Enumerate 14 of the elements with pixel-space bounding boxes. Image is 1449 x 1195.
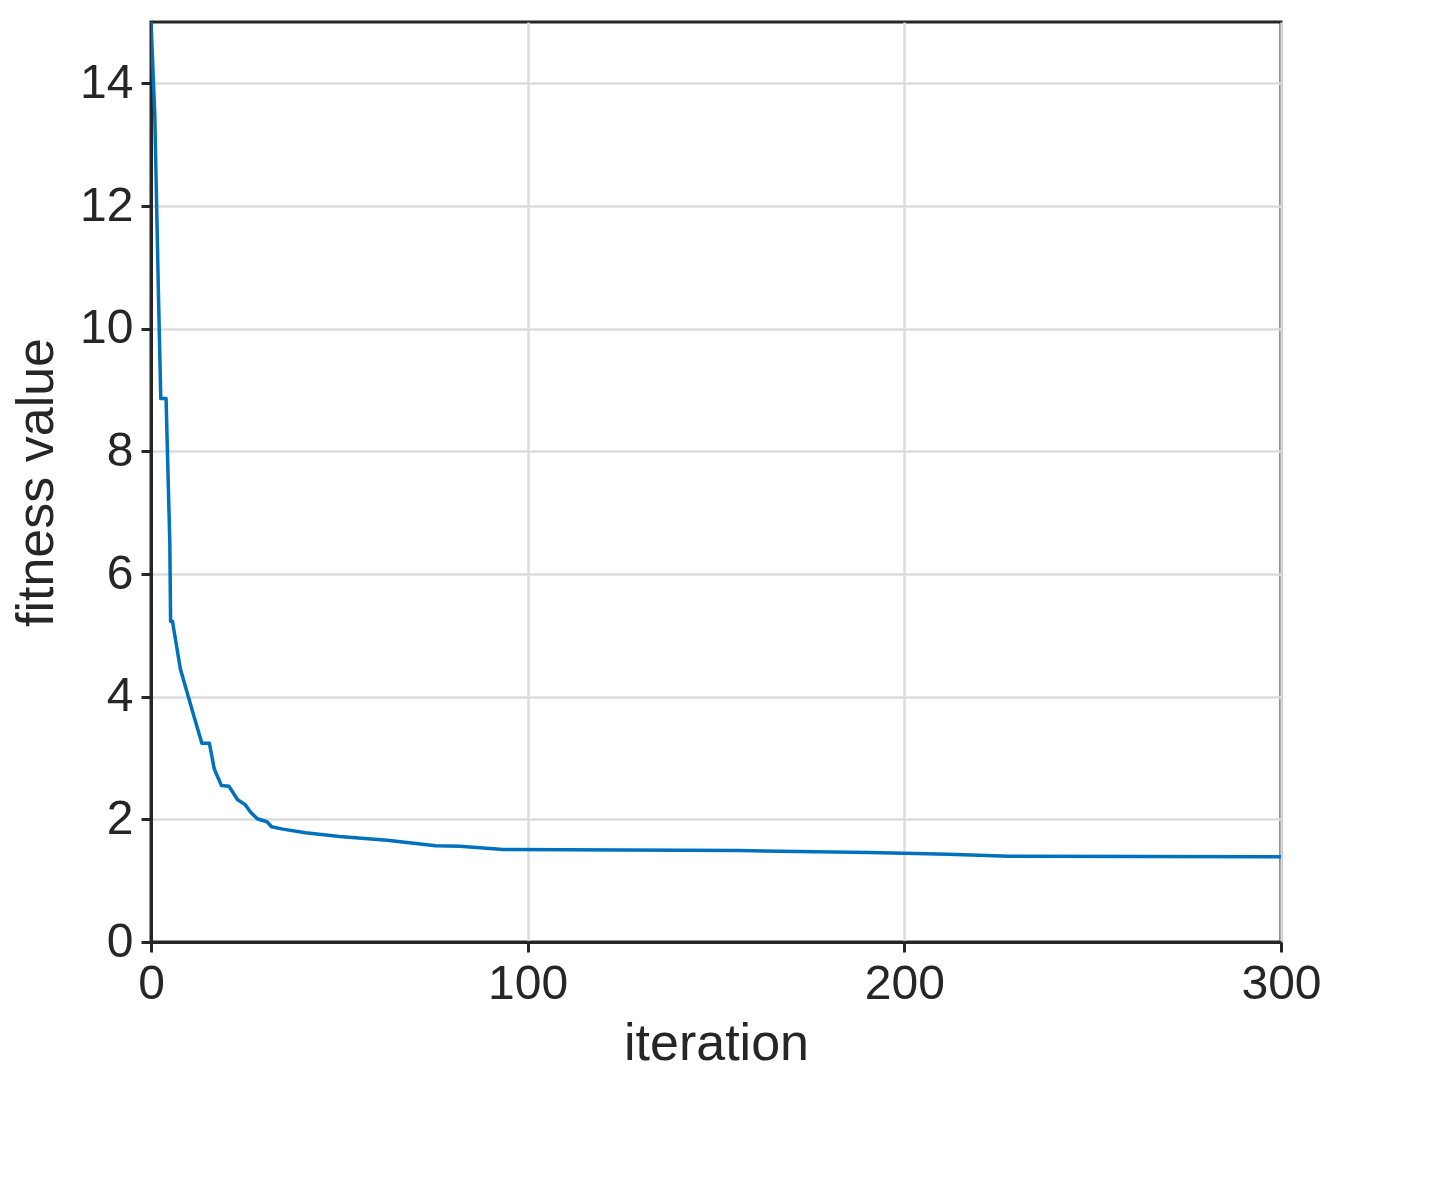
y-tick-label: 14 [80, 54, 134, 108]
x-tick-label: 300 [1241, 955, 1322, 1009]
y-tick-label: 10 [80, 300, 134, 354]
y-axis-title: fitness value [6, 337, 65, 628]
y-tick-label: 12 [80, 177, 134, 231]
y-tick-label: 8 [106, 422, 134, 476]
line-series [151, 22, 1281, 859]
y-tick-label: 2 [106, 790, 134, 844]
y-tick-label: 4 [106, 668, 134, 722]
x-axis-title: iteration [624, 1012, 809, 1071]
x-tick-label: 100 [488, 955, 569, 1009]
x-tick-label: 200 [864, 955, 945, 1009]
y-tick-label: 0 [106, 913, 134, 967]
y-tick-label: 6 [106, 545, 134, 599]
